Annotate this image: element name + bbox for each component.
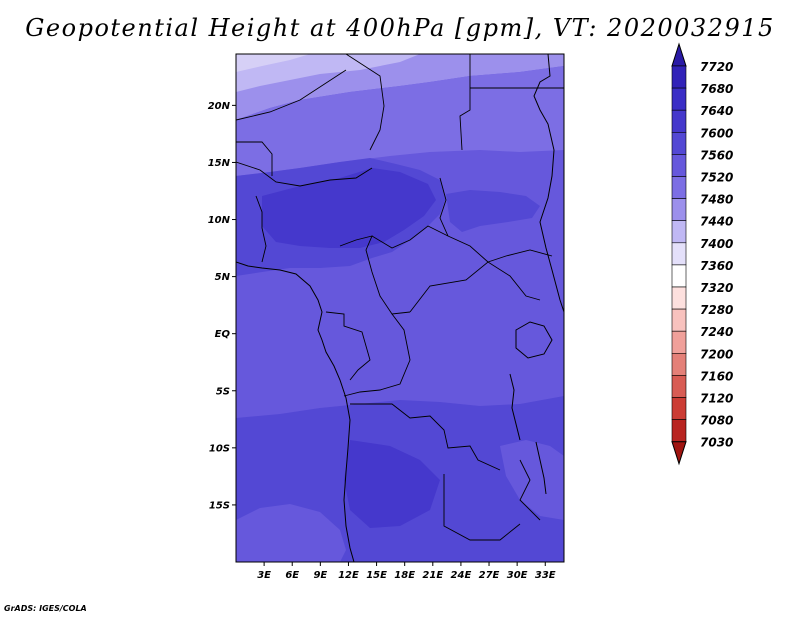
x-tick-label: 12E [338, 570, 359, 581]
x-tick-label: 21E [422, 570, 443, 581]
field-band-southeast-light [500, 440, 564, 520]
country-borders [236, 54, 564, 541]
border-algeria-niger [236, 69, 347, 121]
colorbar-segment [671, 286, 687, 310]
colorbar-label: 7120 [700, 392, 733, 406]
colorbar-segment [671, 330, 687, 354]
x-tick-label: 24E [451, 570, 472, 581]
border-ss-drc [487, 249, 553, 263]
colorbar: 7720 7680 7640 7600 7560 7520 7480 7440 7400 7360… [671, 42, 733, 466]
colorbar-segment [671, 308, 687, 332]
colorbar-label: 7400 [700, 237, 733, 251]
lake-tanganyika [509, 373, 521, 441]
colorbar-segment [671, 65, 687, 89]
colorbar-segment [671, 264, 687, 288]
lake-victoria [515, 321, 553, 359]
x-tick-label: 6E [285, 570, 299, 581]
colorbar-label: 7080 [700, 414, 733, 428]
coastlines [236, 54, 564, 562]
border-gabon-congo [325, 311, 371, 381]
grads-credit: GrADS: IGES/COLA [4, 604, 87, 613]
colorbar-label: 7720 [700, 60, 733, 74]
x-tick-label: 27E [479, 570, 500, 581]
colorbar-label: 7440 [700, 215, 733, 229]
colorbar-label: 7560 [700, 148, 733, 162]
border-egypt-sudan [459, 54, 471, 151]
colorbar-label: 7360 [700, 259, 733, 273]
height-field [236, 54, 564, 562]
colorbar-label: 7200 [700, 347, 733, 361]
border-congo-drc [343, 313, 411, 397]
colorbar-label: 7680 [700, 82, 733, 96]
x-tick-label: 33E [535, 570, 556, 581]
border-nigeria-cameroon [339, 235, 411, 315]
field-band-south-core [344, 440, 440, 528]
field-band-southwest-light [236, 504, 346, 562]
x-tick-label: 9E [313, 570, 327, 581]
y-axis: 20N 15N 10N 5N EQ 5S 10S 15S [208, 101, 236, 511]
colorbar-label: 7240 [700, 325, 733, 339]
colorbar-label: 7640 [700, 104, 733, 118]
border-libya-chad [345, 54, 385, 151]
plot-frame [235, 53, 565, 563]
x-tick-label: 3E [257, 570, 271, 581]
x-axis: 3E 6E 9E 12E 15E 18E 21E 24E 27E 30E 33E [257, 562, 556, 581]
colorbar-label: 7030 [700, 436, 733, 450]
y-tick-label: EQ [215, 329, 231, 340]
colorbar-label: 7480 [700, 193, 733, 207]
colorbar-segment [671, 198, 687, 222]
colorbar-segment [671, 132, 687, 155]
border-niger-nigeria [236, 161, 373, 187]
colorbar-label: 7320 [700, 281, 733, 295]
colorbar-segment [671, 242, 687, 266]
colorbar-segment [671, 220, 687, 244]
colorbar-segment [671, 109, 687, 133]
y-tick-label: 10S [209, 443, 230, 454]
border-drc-angola [350, 403, 501, 471]
colorbar-segment [671, 375, 687, 398]
colorbar-label: 7160 [700, 369, 733, 383]
x-tick-label: 18E [394, 570, 415, 581]
y-tick-label: 5N [215, 272, 231, 283]
colorbar-segment [671, 397, 687, 420]
y-tick-label: 10N [208, 215, 231, 226]
field-band-dark-east [446, 190, 540, 232]
colorbar-segment [671, 154, 687, 177]
x-tick-label: 30E [507, 570, 528, 581]
colorbar-label: 7600 [700, 126, 733, 140]
colorbar-label: 7520 [700, 171, 733, 185]
border-chad-car [371, 225, 489, 263]
y-tick-label: 15S [209, 500, 230, 511]
colorbar-segment [671, 352, 687, 376]
field-band-lighter-top [236, 54, 420, 92]
field-band-darker-core [262, 168, 436, 248]
border-zambia-mozambique [519, 459, 541, 521]
border-west-coast-a [255, 195, 267, 263]
field-band-mid-top [236, 66, 564, 176]
border-north-west [236, 141, 273, 176]
colorbar-segment [671, 419, 687, 443]
colorbar-bottom-arrow [671, 441, 687, 466]
colorbar-label: 7280 [700, 303, 733, 317]
y-tick-label: 15N [208, 158, 231, 169]
lake-malawi [535, 441, 547, 495]
field-band-lightest-top [236, 54, 310, 72]
east-africa-coast [533, 54, 564, 313]
colorbar-segment [671, 176, 687, 199]
x-tick-label: 15E [366, 570, 387, 581]
border-angola-zambia [443, 474, 521, 541]
west-africa-coast [236, 261, 355, 562]
colorbar-segment [671, 87, 687, 111]
colorbar-top-arrow [671, 42, 687, 67]
border-chad-sudan [439, 177, 449, 237]
y-tick-label: 20N [208, 101, 231, 112]
chart-title: Geopotential Height at 400hPa [gpm], VT:… [25, 14, 775, 42]
y-tick-label: 5S [216, 386, 230, 397]
